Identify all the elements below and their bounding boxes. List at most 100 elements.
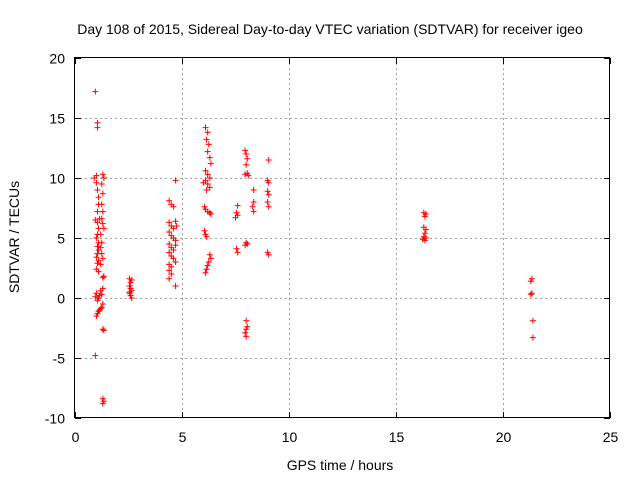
data-point — [206, 184, 213, 191]
data-point — [201, 227, 208, 234]
data-point — [99, 190, 106, 197]
data-point — [265, 179, 272, 186]
data-point — [243, 151, 250, 157]
data-point — [94, 208, 101, 215]
data-point — [204, 262, 211, 269]
data-point — [170, 203, 177, 210]
data-point — [529, 334, 536, 341]
data-point — [265, 191, 272, 198]
data-point — [97, 231, 104, 238]
data-point — [166, 267, 173, 274]
data-point — [529, 317, 536, 324]
data-point — [204, 181, 211, 187]
data-point — [99, 171, 106, 178]
data-point — [128, 295, 135, 301]
x-tick-label: 25 — [603, 429, 619, 445]
data-point — [203, 266, 210, 273]
data-point — [100, 273, 107, 280]
data-point — [204, 171, 211, 178]
data-point — [99, 255, 106, 262]
data-points — [91, 88, 536, 407]
data-point — [419, 236, 426, 243]
data-point — [168, 271, 175, 277]
data-point — [93, 290, 100, 297]
data-point — [94, 187, 101, 193]
data-point — [234, 202, 241, 209]
data-point — [92, 293, 99, 300]
data-point — [202, 124, 209, 131]
data-point — [166, 197, 173, 204]
data-point — [264, 188, 271, 195]
data-point — [166, 241, 173, 247]
ticks: 0 5 10 15 20 25 -10 -5 0 5 10 15 20 — [45, 51, 619, 446]
data-point — [100, 327, 107, 334]
data-point — [206, 209, 213, 216]
data-point — [92, 352, 99, 359]
data-point — [100, 175, 107, 181]
data-point — [98, 239, 105, 246]
data-point — [250, 187, 257, 193]
data-point — [528, 290, 535, 297]
data-point — [421, 213, 428, 220]
data-point — [172, 259, 179, 265]
y-tick-label: 0 — [57, 291, 65, 307]
x-tick-label: 15 — [389, 429, 405, 445]
data-point — [95, 225, 102, 232]
x-tick-label: 0 — [72, 429, 80, 445]
data-point — [207, 160, 214, 167]
data-point — [95, 268, 102, 275]
data-point — [265, 251, 272, 258]
data-point — [168, 263, 175, 270]
data-point — [243, 161, 250, 168]
data-point — [97, 244, 104, 251]
data-point — [202, 167, 209, 174]
x-tick-label: 20 — [496, 429, 512, 445]
data-point — [99, 208, 106, 215]
data-point — [203, 136, 210, 143]
data-point — [93, 313, 100, 319]
data-point — [421, 230, 428, 237]
data-point — [99, 220, 106, 227]
data-point — [243, 317, 250, 324]
data-point — [92, 88, 99, 95]
plot-frame — [74, 57, 610, 418]
data-point — [264, 199, 271, 205]
data-point — [242, 171, 249, 178]
data-point — [95, 194, 102, 201]
data-point — [127, 279, 134, 286]
data-point — [265, 203, 272, 210]
data-point — [243, 326, 250, 333]
y-tick-label: 10 — [49, 171, 65, 187]
data-point — [172, 218, 179, 225]
data-point — [242, 147, 249, 154]
data-point — [207, 211, 214, 217]
data-point — [96, 307, 103, 313]
data-point — [94, 297, 101, 304]
data-point — [250, 208, 257, 215]
y-tick-label: -5 — [53, 351, 66, 367]
data-point — [242, 329, 249, 336]
data-point — [202, 269, 209, 276]
data-point — [98, 250, 105, 257]
data-point — [93, 235, 100, 241]
data-point — [233, 245, 240, 252]
x-tick-label: 10 — [282, 429, 298, 445]
data-point — [170, 225, 177, 232]
data-point — [204, 129, 211, 136]
data-point — [99, 400, 106, 407]
data-point — [172, 283, 179, 289]
data-point — [94, 219, 101, 226]
data-point — [205, 259, 212, 265]
data-point — [203, 233, 210, 240]
data-point — [170, 247, 177, 253]
data-point — [527, 291, 534, 298]
data-point — [206, 251, 213, 258]
data-point — [204, 148, 211, 155]
data-point — [207, 255, 214, 262]
data-point — [98, 215, 105, 222]
data-point — [126, 289, 133, 295]
data-point — [242, 242, 249, 249]
data-point — [249, 203, 256, 210]
y-tick-label: 15 — [49, 111, 65, 127]
